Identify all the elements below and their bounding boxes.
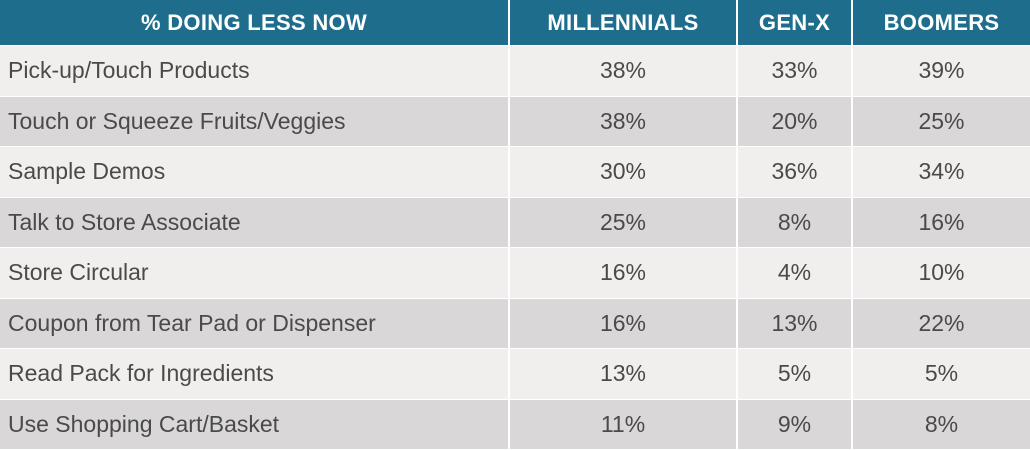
header-millennials: MILLENNIALS xyxy=(510,0,738,46)
cell-boomers: 8% xyxy=(853,399,1030,450)
cell-millennials: 16% xyxy=(510,248,738,299)
cell-boomers: 16% xyxy=(853,197,1030,248)
cell-boomers: 34% xyxy=(853,147,1030,198)
cell-boomers: 25% xyxy=(853,96,1030,147)
header-gen-x: GEN-X xyxy=(738,0,853,46)
cell-gen-x: 4% xyxy=(738,248,853,299)
cell-millennials: 25% xyxy=(510,197,738,248)
cell-millennials: 16% xyxy=(510,298,738,349)
row-label: Touch or Squeeze Fruits/Veggies xyxy=(0,96,510,147)
cell-gen-x: 13% xyxy=(738,298,853,349)
row-label: Talk to Store Associate xyxy=(0,197,510,248)
row-label: Coupon from Tear Pad or Dispenser xyxy=(0,298,510,349)
cell-boomers: 5% xyxy=(853,349,1030,400)
cell-millennials: 30% xyxy=(510,147,738,198)
cell-millennials: 38% xyxy=(510,96,738,147)
cell-gen-x: 8% xyxy=(738,197,853,248)
header-boomers: BOOMERS xyxy=(853,0,1030,46)
cell-boomers: 39% xyxy=(853,46,1030,97)
row-label: Pick-up/Touch Products xyxy=(0,46,510,97)
cell-millennials: 38% xyxy=(510,46,738,97)
row-label: Read Pack for Ingredients xyxy=(0,349,510,400)
cell-millennials: 11% xyxy=(510,399,738,450)
row-label: Store Circular xyxy=(0,248,510,299)
row-label: Use Shopping Cart/Basket xyxy=(0,399,510,450)
cell-boomers: 22% xyxy=(853,298,1030,349)
cell-gen-x: 36% xyxy=(738,147,853,198)
cell-boomers: 10% xyxy=(853,248,1030,299)
cell-gen-x: 9% xyxy=(738,399,853,450)
header-activity: % DOING LESS NOW xyxy=(0,0,510,46)
cell-gen-x: 33% xyxy=(738,46,853,97)
cell-millennials: 13% xyxy=(510,349,738,400)
cell-gen-x: 5% xyxy=(738,349,853,400)
row-label: Sample Demos xyxy=(0,147,510,198)
cell-gen-x: 20% xyxy=(738,96,853,147)
